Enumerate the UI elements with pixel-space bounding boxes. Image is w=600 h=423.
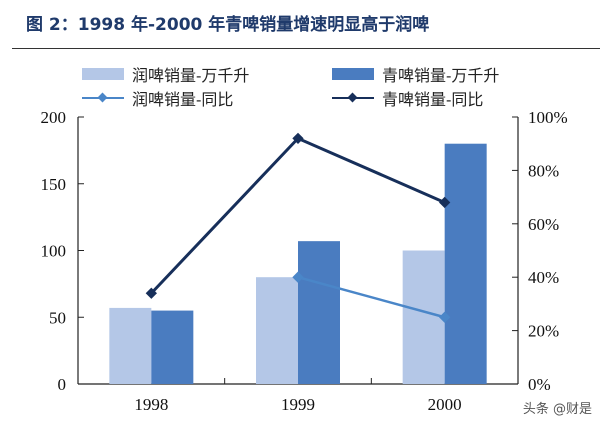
bar-tsingtao-1999	[298, 241, 340, 384]
line-point-tsingtao	[145, 287, 157, 299]
legend-item-runpi-volume: 润啤销量-万千升	[82, 62, 249, 86]
line-point-tsingtao	[292, 132, 304, 145]
right-tick-label: 80%	[528, 161, 559, 180]
line-point-runpi	[292, 271, 304, 283]
right-tick-label: 20%	[528, 322, 559, 341]
bar-tsingtao-2000	[444, 143, 487, 384]
legend-label: 润啤销量-同比	[132, 90, 234, 109]
watermark: 头条 @财是	[522, 402, 592, 417]
legend-swatch	[332, 68, 374, 80]
legend-label: 润啤销量-万千升	[132, 66, 250, 85]
legend-line-marker	[332, 91, 374, 105]
bar-runpi-1998	[109, 307, 152, 384]
legend-item-tsingtao-yoy: 青啤销量-同比	[332, 86, 483, 110]
right-tick-label: 100%	[528, 108, 568, 127]
title-divider	[12, 48, 600, 49]
legend-item-runpi-yoy: 润啤销量-同比	[82, 86, 233, 110]
x-tick-label: 1999	[281, 395, 315, 414]
bar-runpi-1999	[256, 277, 298, 384]
line-runpi-yoy	[297, 275, 445, 319]
bar-tsingtao-1998	[151, 310, 194, 384]
bar-runpi-2000	[402, 250, 445, 384]
right-tick-label: 40%	[528, 268, 559, 287]
legend-line-marker	[82, 91, 124, 105]
x-tick-label: 1998	[134, 395, 168, 414]
left-tick-label: 50	[49, 308, 66, 327]
legend-label: 青啤销量-万千升	[382, 66, 500, 85]
left-tick-label: 150	[41, 175, 67, 194]
left-tick-label: 100	[41, 242, 67, 261]
left-tick-label: 200	[41, 108, 67, 127]
line-point-runpi	[439, 311, 451, 323]
legend-label: 青啤销量-同比	[382, 90, 484, 109]
legend-swatch	[82, 68, 124, 80]
chart-title: 图 2：1998 年-2000 年青啤销量增速明显高于润啤	[26, 15, 430, 35]
x-tick-label: 2000	[428, 395, 462, 414]
right-tick-label: 60%	[528, 215, 559, 234]
left-tick-label: 0	[58, 375, 67, 394]
line-point-tsingtao	[439, 196, 451, 209]
legend-item-tsingtao-volume: 青啤销量-万千升	[332, 62, 499, 86]
right-tick-label: 0%	[528, 375, 551, 394]
